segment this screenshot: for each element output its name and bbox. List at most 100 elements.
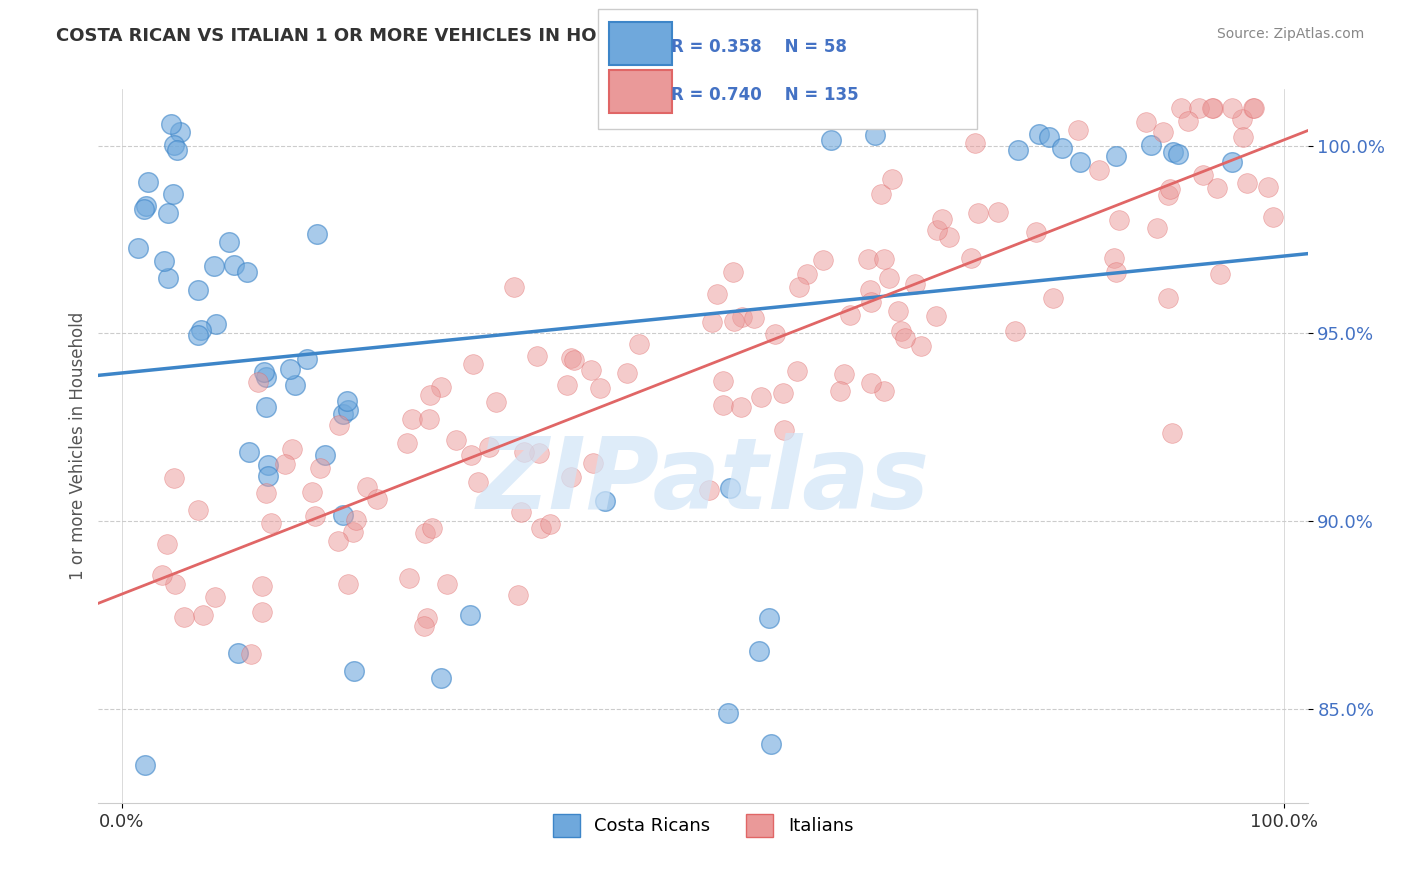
Point <box>463 357 485 371</box>
Point <box>127 241 149 255</box>
Point <box>555 378 578 392</box>
Point <box>256 468 278 483</box>
Point <box>1146 221 1168 235</box>
Point <box>859 376 882 390</box>
Point <box>860 295 883 310</box>
Point <box>859 283 882 297</box>
Point <box>960 251 983 265</box>
Point <box>1232 130 1254 145</box>
Point <box>153 254 176 268</box>
Point <box>163 471 186 485</box>
Point <box>301 485 323 500</box>
Point <box>877 270 900 285</box>
Point <box>250 605 273 619</box>
Point <box>894 331 917 345</box>
Point <box>191 607 214 622</box>
Point <box>413 525 436 540</box>
Point <box>135 199 157 213</box>
Point <box>759 738 782 752</box>
Point <box>254 400 277 414</box>
Point <box>1159 182 1181 196</box>
Point <box>560 470 582 484</box>
Point <box>820 133 842 147</box>
Point <box>503 280 526 294</box>
Point <box>832 368 855 382</box>
Point <box>1220 154 1243 169</box>
Point <box>332 407 354 421</box>
Point <box>730 400 752 414</box>
Point <box>1069 155 1091 169</box>
Point <box>890 324 912 338</box>
Point <box>416 611 439 625</box>
Point <box>429 380 451 394</box>
Point <box>307 227 329 241</box>
Point <box>723 314 745 328</box>
Point <box>1140 138 1163 153</box>
Point <box>419 388 441 402</box>
Point <box>156 271 179 285</box>
Point <box>1188 101 1211 115</box>
Point <box>1161 145 1184 159</box>
Point <box>628 337 651 351</box>
Point <box>938 229 960 244</box>
Point <box>328 417 350 432</box>
Point <box>132 202 155 216</box>
Point <box>467 475 489 489</box>
Point <box>925 310 948 324</box>
Point <box>987 205 1010 219</box>
Point <box>839 308 862 322</box>
Point <box>1007 144 1029 158</box>
Point <box>593 493 616 508</box>
Point <box>169 125 191 139</box>
Point <box>218 235 240 249</box>
Point <box>273 457 295 471</box>
Point <box>420 521 443 535</box>
Point <box>560 351 582 365</box>
Point <box>280 442 302 456</box>
Point <box>284 377 307 392</box>
Y-axis label: 1 or more Vehicles in Household: 1 or more Vehicles in Household <box>69 312 87 580</box>
Point <box>202 259 225 273</box>
Point <box>460 448 482 462</box>
Point <box>1241 101 1264 115</box>
Point <box>706 286 728 301</box>
Point <box>1135 114 1157 128</box>
Point <box>789 279 811 293</box>
Point <box>1157 188 1180 202</box>
Point <box>811 253 834 268</box>
Point <box>1038 130 1060 145</box>
Point <box>1157 291 1180 305</box>
Point <box>763 327 786 342</box>
Text: R = 0.740    N = 135: R = 0.740 N = 135 <box>671 87 858 104</box>
Point <box>758 611 780 625</box>
Point <box>721 265 744 279</box>
Point <box>1104 251 1126 265</box>
Point <box>336 394 359 409</box>
Point <box>1152 125 1174 139</box>
Point <box>697 483 720 497</box>
Point <box>222 258 245 272</box>
Point <box>1177 113 1199 128</box>
Point <box>579 362 602 376</box>
Point <box>1230 112 1253 126</box>
Point <box>356 480 378 494</box>
Point <box>718 481 741 495</box>
Point <box>717 706 740 721</box>
Point <box>526 349 548 363</box>
Point <box>530 521 553 535</box>
Point <box>510 505 533 519</box>
Point <box>713 398 735 412</box>
Point <box>1052 141 1074 155</box>
Point <box>538 516 561 531</box>
Point <box>336 402 359 417</box>
Point <box>1222 101 1244 115</box>
Point <box>304 508 326 523</box>
Text: ZIPatlas: ZIPatlas <box>477 434 929 530</box>
Point <box>1201 101 1223 115</box>
Point <box>366 491 388 506</box>
Point <box>966 206 988 220</box>
Point <box>160 117 183 131</box>
Point <box>1108 212 1130 227</box>
Point <box>396 436 419 450</box>
Point <box>444 433 467 447</box>
